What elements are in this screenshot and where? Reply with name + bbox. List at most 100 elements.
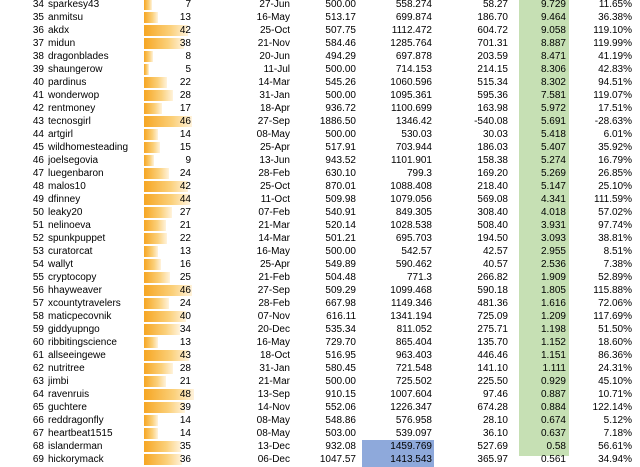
table-row[interactable]: 50 leaky20 27 07-Feb 540.91 849.305 308.40 4.01… (0, 206, 640, 220)
table-row[interactable]: 37 midun 38 21-Nov 584.46 1285.764 701.31 8.887… (0, 37, 640, 51)
table-row[interactable]: 54 wallyt 16 25-Apr 549.89 590.462 40.57 2.536 7… (0, 258, 640, 272)
date-cell: 18-Apr (259, 103, 290, 114)
table-row[interactable]: 55 cryptocopy 25 21-Feb 504.48 771.3 266.82 1.9… (0, 271, 640, 285)
username-cell: midun (48, 38, 76, 49)
rank-cell: 53 (32, 246, 44, 257)
table-row[interactable]: 49 dfinney 44 11-Oct 509.98 1079.056 569.08 4.3… (0, 193, 640, 207)
count-databar (144, 272, 170, 283)
value-cell: 517.91 (325, 142, 356, 153)
value-cell: 500.00 (325, 90, 356, 101)
table-row[interactable]: 63 jimbi 21 21-Mar 500.00 725.502 225.50 0.929 4… (0, 375, 640, 389)
username-cell: shaungerow (48, 64, 103, 75)
value-cell: 500.00 (325, 376, 356, 387)
value-cell: 500.00 (325, 64, 356, 75)
count-databar (144, 12, 158, 23)
value-cell: 535.34 (325, 324, 356, 335)
value-cell: 214.15 (477, 64, 508, 75)
count-value: 43 (179, 350, 191, 361)
table-row[interactable]: 42 rentmoney 17 18-Apr 936.72 1100.699 163.98 5… (0, 102, 640, 116)
table-row[interactable]: 57 xcountytravelers 24 28-Feb 667.98 1149.346… (0, 297, 640, 311)
table-row[interactable]: 69 hickorymack 36 06-Dec 1047.57 1413.543 365.… (0, 453, 640, 467)
username-cell: jimbi (48, 376, 69, 387)
date-cell: 07-Nov (257, 311, 290, 322)
percent-cell: -28.63% (594, 116, 632, 127)
rank-cell: 59 (32, 324, 44, 335)
date-cell: 28-Feb (258, 168, 290, 179)
table-row[interactable]: 65 guchtere 39 14-Nov 552.06 1226.347 674.28 0.… (0, 401, 640, 415)
percent-cell: 34.94% (598, 454, 632, 465)
table-row[interactable]: 46 joelsegovia 9 13-Jun 943.52 1101.901 158.38… (0, 154, 640, 168)
count-databar-cell: 28 (144, 89, 194, 102)
date-cell: 25-Oct (259, 181, 290, 192)
count-databar-cell: 13 (144, 11, 194, 24)
table-row[interactable]: 56 hhayweaver 46 27-Sep 509.29 1099.468 590.18… (0, 284, 640, 298)
count-value: 25 (179, 272, 191, 283)
count-databar (144, 64, 149, 75)
rank-cell: 45 (32, 142, 44, 153)
value-cell: 266.82 (477, 272, 508, 283)
value-cell: 508.40 (477, 220, 508, 231)
value-cell: 699.874 (395, 12, 432, 23)
table-row[interactable]: 35 anmitsu 13 16-May 513.17 699.874 186.70 9.46… (0, 11, 640, 25)
value-cell: 1088.408 (390, 181, 432, 192)
table-row[interactable]: 47 luegenbaron 24 28-Feb 630.10 799.3 169.20 5.… (0, 167, 640, 181)
value-cell: 194.50 (477, 233, 508, 244)
value-cell: 545.26 (325, 77, 356, 88)
value-cell: 1112.472 (391, 25, 432, 36)
score-cell: 9.729 (540, 0, 566, 10)
table-row[interactable]: 62 nutritree 28 31-Jan 580.45 721.548 141.10 1.… (0, 362, 640, 376)
table-row[interactable]: 43 tecnosgirl 46 27-Sep 1886.50 1346.42 -540.0… (0, 115, 640, 129)
percent-cell: 52.89% (598, 272, 632, 283)
score-cell: 4.018 (540, 207, 566, 218)
table-row[interactable]: 60 ribbitingscience 13 16-May 729.70 865.404 1… (0, 336, 640, 350)
table-row[interactable]: 59 giddyupngo 34 20-Dec 535.34 811.052 275.71 1… (0, 323, 640, 337)
table-row[interactable]: 36 akdx 42 25-Oct 507.75 1112.472 604.72 9.058 1… (0, 24, 640, 38)
table-row[interactable]: 58 maticpecovnik 40 07-Nov 616.11 1341.194 725… (0, 310, 640, 324)
table-row[interactable]: 38 dragonblades 8 20-Jun 494.29 697.878 203.59… (0, 50, 640, 64)
table-row[interactable]: 68 islanderman 35 13-Dec 932.08 1459.769 527.6… (0, 440, 640, 454)
value-cell: 203.59 (477, 51, 508, 62)
rank-cell: 47 (32, 168, 44, 179)
value-cell: 701.31 (477, 38, 508, 49)
percent-cell: 7.18% (603, 428, 632, 439)
table-row[interactable]: 67 heartbeat1515 14 08-May 503.00 539.097 36.1… (0, 427, 640, 441)
username-cell: tecnosgirl (48, 116, 91, 127)
score-cell: 4.341 (540, 194, 566, 205)
score-cell: 5.418 (540, 129, 566, 140)
table-row[interactable]: 53 curatorcat 13 16-May 500.00 542.57 42.57 2.9… (0, 245, 640, 259)
count-databar (144, 441, 181, 452)
percent-cell: 38.81% (598, 233, 632, 244)
table-row[interactable]: 41 wonderwop 28 31-Jan 500.00 1095.361 595.36 7… (0, 89, 640, 103)
count-databar-cell: 42 (144, 24, 194, 37)
username-cell: dfinney (48, 194, 81, 205)
value-cell: 500.00 (325, 129, 356, 140)
table-row[interactable]: 52 spunkpuppet 22 14-Mar 501.21 695.703 194.50… (0, 232, 640, 246)
table-row[interactable]: 40 pardinus 22 14-Mar 545.26 1060.596 515.34 8.… (0, 76, 640, 90)
score-cell: 0.58 (546, 441, 566, 452)
percent-cell: 8.51% (603, 246, 632, 257)
table-row[interactable]: 66 reddragonfly 14 08-May 548.86 576.958 28.10… (0, 414, 640, 428)
username-cell: islanderman (48, 441, 103, 452)
table-row[interactable]: 51 nelinoeva 21 21-Mar 520.14 1028.538 508.40 3… (0, 219, 640, 233)
table-row[interactable]: 61 allseeingewe 43 18-Oct 516.95 963.403 446.4… (0, 349, 640, 363)
table-row[interactable]: 34 sparkesy43 7 27-Jun 500.00 558.274 58.27 9.7… (0, 0, 640, 12)
value-cell: 865.404 (395, 337, 432, 348)
count-value: 15 (179, 142, 191, 153)
username-cell: pardinus (48, 77, 87, 88)
username-cell: wallyt (48, 259, 74, 270)
rank-cell: 55 (32, 272, 44, 283)
rank-cell: 49 (32, 194, 44, 205)
percent-cell: 119.99% (593, 38, 632, 49)
table-row[interactable]: 39 shaungerow 5 11-Jul 500.00 714.153 214.15 8.… (0, 63, 640, 77)
table-row[interactable]: 48 malos10 42 25-Oct 870.01 1088.408 218.40 5.1… (0, 180, 640, 194)
value-cell: 849.305 (395, 207, 432, 218)
date-cell: 14-Nov (257, 402, 290, 413)
value-cell: 225.50 (477, 376, 508, 387)
value-cell: 1060.596 (390, 77, 432, 88)
percent-cell: 94.51% (598, 77, 632, 88)
username-cell: hhayweaver (48, 285, 102, 296)
table-row[interactable]: 45 wildhomesteading 15 25-Apr 517.91 703.944 1… (0, 141, 640, 155)
table-row[interactable]: 44 artgirl 14 08-May 500.00 530.03 30.03 5.418 6… (0, 128, 640, 142)
table-row[interactable]: 64 ravenruis 48 13-Sep 910.15 1007.604 97.46 0.… (0, 388, 640, 402)
score-cell: 5.691 (540, 116, 566, 127)
